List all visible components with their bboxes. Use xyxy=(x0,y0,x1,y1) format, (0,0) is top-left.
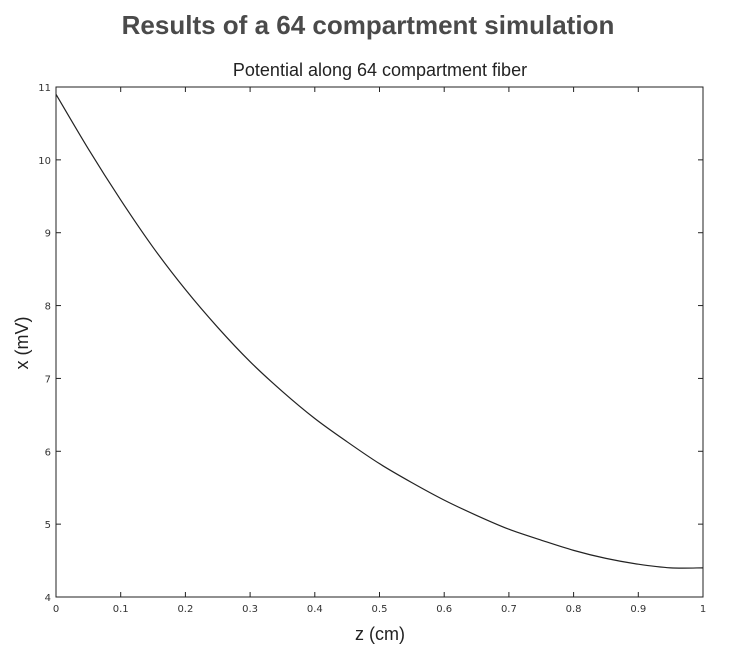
x-tick-label: 0.5 xyxy=(372,604,388,615)
y-tick-label: 5 xyxy=(45,520,51,531)
x-tick-label: 0.7 xyxy=(501,604,517,615)
x-tick-label: 0.6 xyxy=(436,604,452,615)
y-tick-label: 11 xyxy=(38,83,51,94)
page-heading: Results of a 64 compartment simulation xyxy=(121,10,615,40)
y-tick-label: 10 xyxy=(38,156,51,167)
y-tick-label: 9 xyxy=(45,229,51,240)
x-axis-label: z (cm) xyxy=(355,624,405,644)
x-tick-label: 1 xyxy=(700,604,706,615)
axis-tick-labels: 0 0.1 0.2 0.3 0.4 0.5 0.6 0.7 0.8 0.9 1 4 5 6 7 8 9 10 11 xyxy=(38,83,706,615)
x-tick-label: 0.1 xyxy=(113,604,129,615)
chart-title: Potential along 64 compartment fiber xyxy=(233,60,527,80)
y-tick-label: 8 xyxy=(45,302,51,313)
x-tick-label: 0.4 xyxy=(307,604,323,615)
y-tick-label: 7 xyxy=(45,374,51,385)
x-tick-label: 0 xyxy=(53,604,59,615)
y-tick-label: 4 xyxy=(45,593,51,604)
plot-frame xyxy=(55,86,704,598)
axis-ticks xyxy=(55,86,704,598)
x-tick-label: 0.3 xyxy=(242,604,258,615)
x-tick-label: 0.2 xyxy=(177,604,193,615)
y-axis-label: x (mV) xyxy=(12,317,32,370)
x-tick-label: 0.8 xyxy=(566,604,582,615)
x-tick-label: 0.9 xyxy=(630,604,646,615)
y-tick-label: 6 xyxy=(45,447,51,458)
series-line xyxy=(55,93,704,569)
